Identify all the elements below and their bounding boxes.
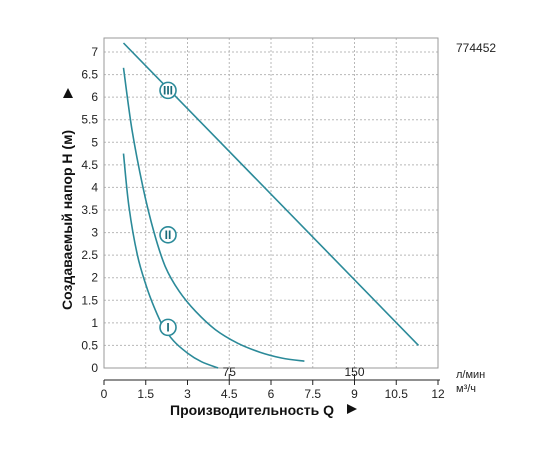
x-unit-top: л/мин — [456, 369, 485, 381]
x-tick-label: 7.5 — [304, 387, 321, 401]
x-unit-bottom: м³/ч — [456, 383, 476, 395]
y-tick-label: 7 — [91, 45, 98, 59]
pump-curve-ii — [122, 67, 305, 362]
x-tick-label: 12 — [431, 387, 445, 401]
x-tick-label: 6 — [268, 387, 275, 401]
y-tick-label: 4.5 — [81, 158, 98, 172]
y-axis-title: Создаваемый напор H (м) — [59, 130, 75, 310]
x-tick-label: 1.5 — [137, 387, 154, 401]
curve-label-ii: II — [165, 228, 172, 242]
x-tick-label: 3 — [184, 387, 191, 401]
y-tick-label: 4 — [91, 180, 98, 194]
x-tick-label: 4.5 — [221, 387, 238, 401]
secondary-x-tick-label: 75 — [223, 365, 237, 379]
x-axis-title: Производительность Q — [170, 402, 334, 418]
y-tick-label: 6 — [91, 90, 98, 104]
y-tick-label: 0.5 — [81, 338, 98, 352]
x-tick-label: 10.5 — [385, 387, 409, 401]
y-tick-label: 5 — [91, 135, 98, 149]
ticks-layer: 0 0.5 1 1.5 2 2.5 3 3.5 4 4.5 5 5.5 6 6.5 7 0 1.5 3 4.5 6 7.… — [81, 45, 445, 401]
grid-layer — [103, 38, 439, 369]
chart-code: 774452 — [456, 41, 496, 55]
y-tick-label: 1.5 — [81, 293, 98, 307]
y-tick-label: 2.5 — [81, 248, 98, 262]
y-tick-label: 1 — [91, 316, 98, 330]
x-tick-label: 0 — [101, 387, 108, 401]
y-tick-label: 3.5 — [81, 203, 98, 217]
pump-curve-i — [122, 153, 219, 369]
y-tick-label: 3 — [91, 226, 98, 240]
curve-label-i: I — [166, 320, 169, 334]
y-tick-label: 0 — [91, 361, 98, 375]
y-tick-label: 6.5 — [81, 68, 98, 82]
x-axis-arrow-icon — [347, 404, 357, 414]
plot-frame — [103, 37, 439, 369]
x-tick-label: 9 — [351, 387, 358, 401]
y-tick-label: 5.5 — [81, 113, 98, 127]
y-tick-label: 2 — [91, 271, 98, 285]
curve-label-iii: III — [163, 83, 173, 97]
curve-label-circle — [159, 81, 177, 100]
curve-label-circle — [159, 318, 177, 337]
curve-label-circle — [159, 226, 177, 244]
y-axis-arrow-icon — [63, 88, 73, 98]
secondary-x-tick-label: 150 — [344, 365, 364, 379]
